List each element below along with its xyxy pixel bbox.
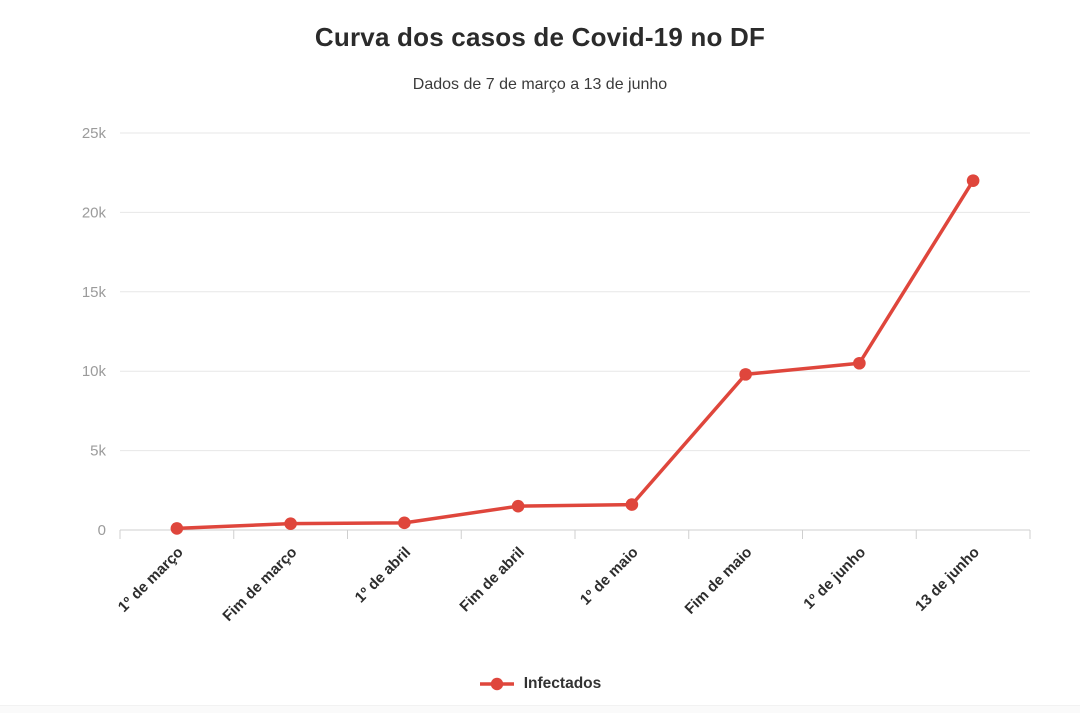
x-axis-category-label: Fim de maio — [682, 544, 756, 618]
line-chart-plot-area: 0 5k 10k 15k 20k 25k 1º de março Fim de março 1º… — [82, 125, 1031, 625]
data-point — [853, 356, 866, 370]
data-point — [170, 522, 184, 535]
legend: Infectados — [0, 675, 1080, 693]
data-point — [398, 516, 411, 530]
x-axis-category-label: 1º de junho — [800, 544, 869, 613]
legend-series-label: Infectados — [523, 675, 602, 692]
y-axis-tick-label: 15k — [82, 284, 107, 301]
x-axis-category-label: 1º de maio — [577, 544, 642, 609]
data-point — [284, 517, 297, 530]
data-point — [625, 498, 639, 511]
chart-subtitle: Dados de 7 de março a 13 de junho — [412, 76, 668, 93]
y-axis-tick-label: 10k — [82, 363, 107, 380]
y-axis-tick-label: 5k — [90, 443, 106, 460]
x-axis-category-label: 1º de março — [115, 544, 187, 616]
data-point — [966, 174, 980, 187]
legend-line-marker-icon — [479, 677, 514, 691]
y-axis-tick-label: 0 — [98, 522, 106, 539]
data-point — [739, 368, 752, 381]
footer-strip — [0, 705, 1080, 713]
y-axis-tick-label: 20k — [82, 204, 107, 221]
y-axis-tick-label: 25k — [82, 125, 107, 142]
x-axis-category-label: 1º de abril — [352, 544, 414, 606]
series-line-infectados — [175, 178, 975, 531]
x-axis-category-label: Fim de março — [219, 544, 300, 625]
data-point — [511, 499, 525, 513]
x-axis-category-label: Fim de abril — [456, 544, 528, 616]
x-axis-category-label: 13 de junho — [912, 544, 983, 615]
chart-title: Curva dos casos de Covid-19 no DF — [314, 22, 766, 52]
